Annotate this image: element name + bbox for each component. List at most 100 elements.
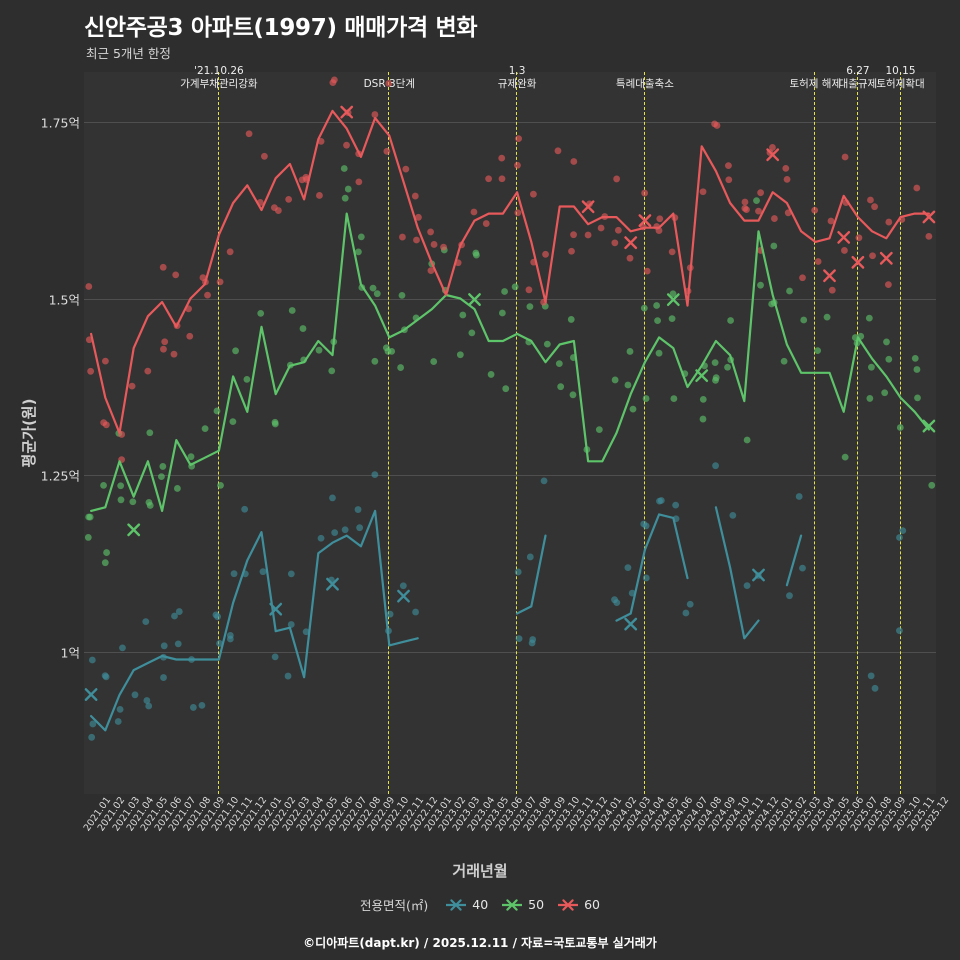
scatter-point (543, 340, 551, 348)
scatter-point (871, 203, 878, 211)
event-label: DSR 3단계 (364, 78, 415, 91)
scatter-point (84, 534, 92, 541)
scatter-point (284, 672, 292, 680)
scatter-point (427, 228, 434, 236)
scatter-point (341, 194, 349, 202)
gridline (84, 475, 936, 477)
scatter-point (655, 227, 663, 234)
scatter-point (146, 502, 154, 509)
event-label-line: 대출규제 (838, 78, 878, 90)
series-polyline (89, 212, 931, 512)
scatter-point (229, 418, 237, 426)
scatter-point (626, 348, 634, 355)
scatter-point (613, 175, 621, 183)
scatter-point (729, 511, 737, 519)
scatter-point (668, 315, 676, 323)
scatter-point (568, 247, 575, 255)
scatter-point (743, 436, 751, 444)
scatter-point (399, 582, 407, 590)
scatter-point (315, 346, 323, 354)
scatter-point (498, 309, 506, 317)
y-axis-tick-label: 1.25억 (40, 468, 80, 484)
scatter-point (653, 302, 661, 309)
scatter-point (212, 611, 220, 619)
scatter-point (440, 243, 447, 251)
scatter-point (699, 395, 707, 403)
event-label: 10.15 토허제확대 (876, 65, 924, 91)
scatter-point (656, 215, 664, 223)
scatter-point (171, 612, 178, 620)
scatter-point (85, 513, 93, 521)
scatter-point (867, 672, 875, 680)
scatter-point (398, 291, 406, 299)
event-label: '21.10.26 가계부채관리강화 (180, 65, 257, 91)
scatter-point (570, 158, 578, 165)
scatter-point (712, 462, 719, 470)
scatter-point (786, 287, 793, 295)
scatter-point (230, 570, 238, 578)
plot-background (84, 72, 936, 794)
scatter-point (146, 429, 154, 437)
scatter-point (340, 165, 348, 172)
scatter-point (174, 485, 181, 492)
scatter-point (841, 247, 848, 254)
scatter-point (355, 178, 363, 186)
scatter-point (669, 290, 677, 298)
legend-item-50[interactable]: 50 (502, 897, 544, 912)
scatter-point (160, 345, 167, 353)
scatter-point (640, 304, 648, 312)
x-marker-stroke (638, 214, 652, 227)
event-label-line: 10.15 (885, 65, 916, 77)
x-markers (84, 105, 936, 701)
legend-item-label: 60 (584, 897, 600, 912)
scatter-point (87, 367, 95, 375)
event-label-line: 6.27 (846, 65, 870, 77)
scatter-point (515, 135, 522, 143)
scatter-point (288, 307, 296, 314)
scatter-point (356, 524, 364, 532)
scatter-point (526, 303, 534, 311)
scatter-point (143, 697, 151, 704)
scatter-point (302, 628, 310, 636)
scatter-point (712, 374, 720, 382)
legend-item-60[interactable]: 60 (558, 897, 600, 912)
scatter-point (274, 207, 282, 214)
scatter-point (811, 206, 819, 214)
scatter-point (329, 494, 336, 502)
scatter-point (371, 111, 379, 118)
gridline (84, 298, 936, 300)
scatter-point (170, 350, 178, 358)
scatter-point (459, 311, 467, 319)
event-line (516, 72, 519, 794)
scatter-point (597, 224, 605, 232)
series-layer (84, 76, 936, 741)
scatter-point (584, 231, 592, 239)
scatter-point (925, 232, 933, 240)
scatter-point (595, 426, 603, 434)
x-axis-title: 거래년월 (452, 862, 508, 880)
event-label: 특례대출축소 (616, 78, 674, 91)
scatter-point (743, 582, 751, 590)
scatter-point (131, 691, 139, 699)
scatter-point (116, 705, 124, 713)
scatter-point (199, 274, 207, 281)
scatter-point (771, 215, 778, 222)
event-label-line: 토허제확대 (876, 78, 925, 90)
scatter-point (412, 608, 419, 616)
scatter-point (782, 164, 790, 172)
x-marker-stroke (922, 419, 936, 433)
scatter-point (866, 395, 874, 402)
scatter-point (260, 152, 268, 160)
scatter-point (557, 383, 565, 391)
scatter-point (795, 493, 803, 500)
scatter-point (344, 185, 352, 193)
legend-item-40[interactable]: 40 (446, 897, 488, 912)
scatter-point (101, 357, 109, 365)
event-line (899, 72, 903, 794)
scatter-point (855, 234, 863, 242)
event-label-line: 특례대출축소 (615, 78, 674, 90)
scatter-point (540, 477, 548, 485)
scatter-point (473, 251, 480, 259)
scatter-point (285, 195, 293, 203)
scatter-point (172, 271, 180, 279)
